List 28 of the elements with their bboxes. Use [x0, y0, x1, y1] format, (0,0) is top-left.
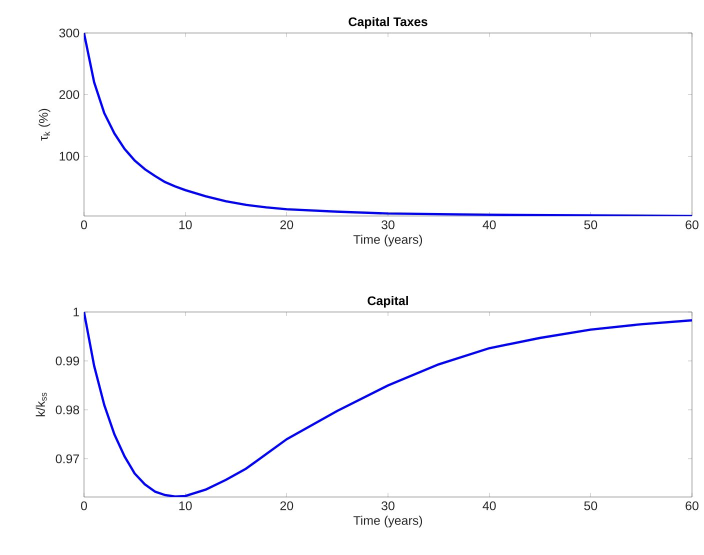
x-tick-label: 20 [280, 501, 294, 510]
x-tick-label: 30 [382, 220, 394, 230]
chart-title: Capital [368, 296, 408, 308]
y-tick-label: 0.99 [56, 356, 80, 366]
y-tick-label: 300 [59, 28, 80, 38]
x-tick-label: 20 [280, 220, 294, 230]
x-tick-label: 0 [81, 501, 87, 510]
line-series [84, 312, 692, 497]
x-tick-label: 40 [482, 501, 496, 510]
x-tick-label: 0 [81, 220, 87, 230]
y-tick-label: 100 [60, 152, 80, 161]
x-tick-label: 10 [179, 220, 192, 230]
y-axis-title: k/k$_{ss}$ [36, 392, 47, 416]
y-tick-label: 0.97 [56, 454, 80, 464]
y-tick-label: 200 [59, 90, 80, 100]
y-axis-title: τ$_{k}$ (%) [38, 108, 50, 141]
x-axis-title: Time (years) [353, 516, 422, 528]
x-tick-label: 50 [584, 220, 598, 230]
x-tick-label: 60 [686, 501, 698, 510]
x-tick-label: 30 [382, 501, 394, 510]
x-tick-label: 10 [179, 501, 192, 510]
y-tick-label: 0.98 [56, 405, 80, 414]
y-tick-label: 1 [74, 308, 80, 316]
chart-title: Capital Taxes [348, 16, 428, 29]
x-tick-label: 60 [686, 220, 698, 230]
x-axis-title: Time (years) [353, 234, 422, 246]
x-tick-label: 50 [584, 501, 598, 510]
x-tick-label: 40 [482, 220, 496, 230]
